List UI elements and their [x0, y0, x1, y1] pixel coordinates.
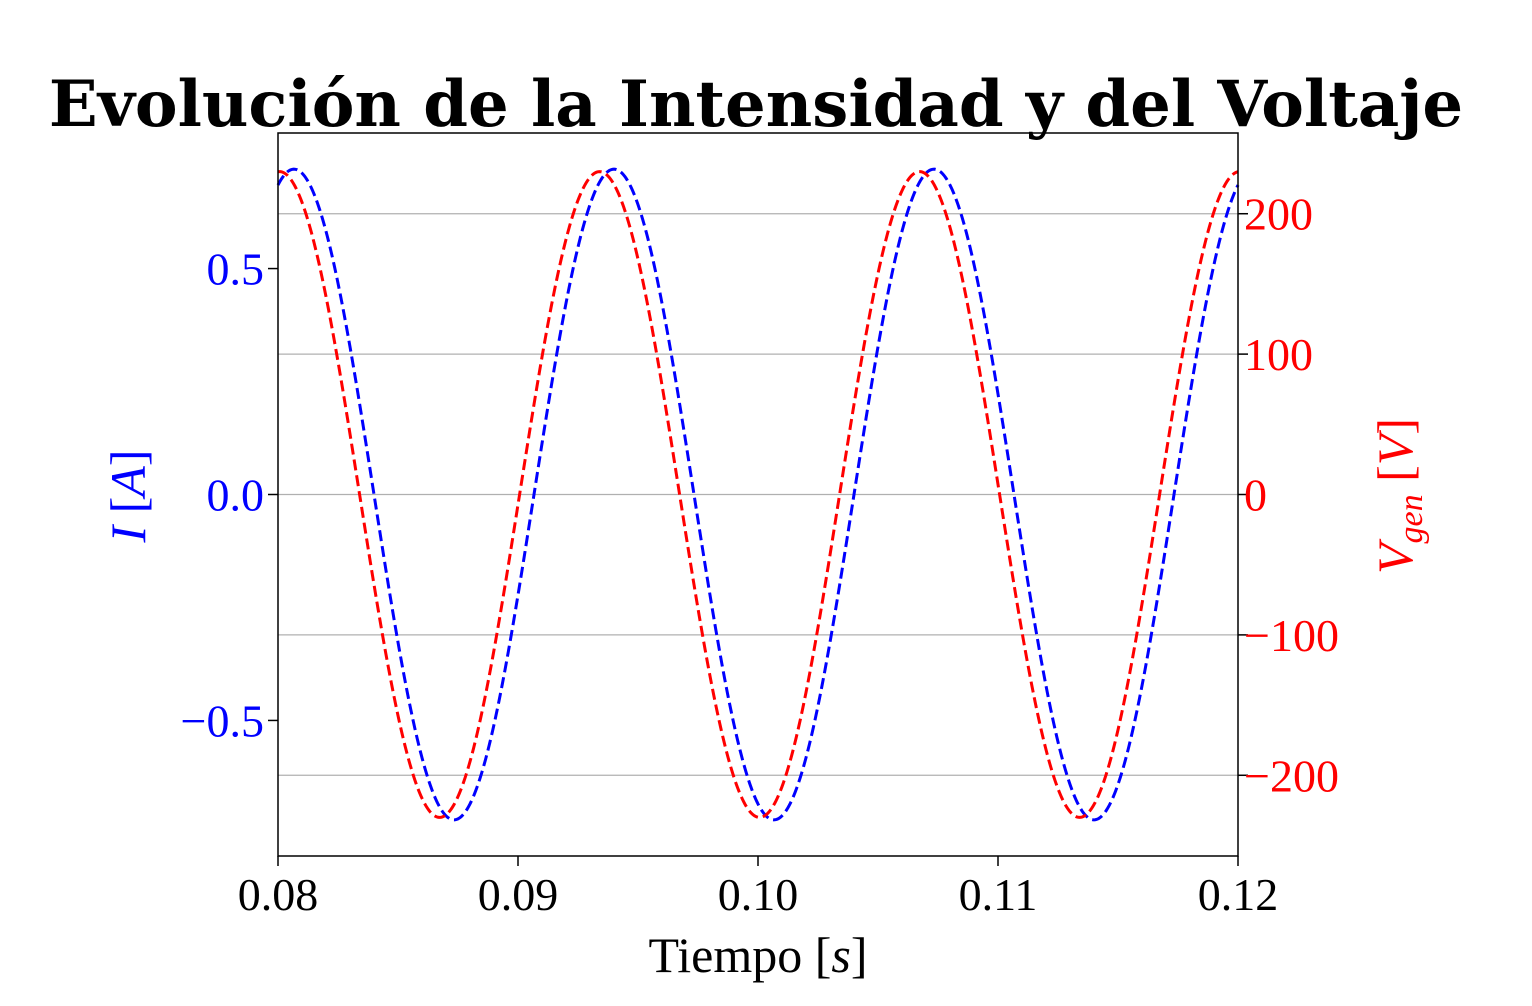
- left-y-axis-label: I [A]: [100, 449, 156, 543]
- chart-title: Evolución de la Intensidad y del Voltaje: [49, 67, 1463, 142]
- right-y-axis: 200 100 0 −100 −200: [1238, 189, 1339, 801]
- series-group: [276, 167, 1240, 822]
- voltage-series-line: [277, 170, 1239, 819]
- left-y-axis: 0.5 0.0 −0.5: [181, 244, 278, 746]
- right-y-tick-label: −200: [1244, 750, 1339, 801]
- left-y-tick-label: 0.0: [207, 470, 265, 521]
- left-y-tick-label: 0.5: [207, 244, 265, 295]
- left-y-axis-label-symbol: I: [100, 524, 156, 544]
- right-y-axis-label: Vgen [V]: [1367, 418, 1430, 574]
- current-series-line: [276, 167, 1240, 822]
- x-axis-label-symbol: s: [831, 927, 850, 983]
- x-tick-label: 0.12: [1198, 869, 1279, 920]
- x-axis-label-text: Tiempo: [648, 927, 814, 983]
- x-tick-label: 0.11: [959, 869, 1038, 920]
- right-y-tick-label: 100: [1244, 329, 1313, 380]
- x-tick-label: 0.10: [718, 869, 799, 920]
- x-tick-label: 0.08: [238, 869, 319, 920]
- right-y-axis-label-symbol: V: [1367, 538, 1423, 574]
- x-tick-label: 0.09: [478, 869, 559, 920]
- right-y-axis-label-subscript: gen: [1393, 494, 1430, 543]
- x-axis-label: Tiempo [s]: [648, 927, 867, 983]
- right-y-tick-label: 200: [1244, 189, 1313, 240]
- left-y-tick-label: −0.5: [181, 695, 264, 746]
- right-y-tick-label: −100: [1244, 610, 1339, 661]
- x-axis: 0.08 0.09 0.10 0.11 0.12: [238, 856, 1279, 920]
- grid: [278, 213, 1238, 776]
- right-y-tick-label: 0: [1244, 470, 1267, 521]
- left-y-axis-label-unit: A: [100, 466, 156, 500]
- right-y-axis-label-unit: V: [1367, 429, 1423, 465]
